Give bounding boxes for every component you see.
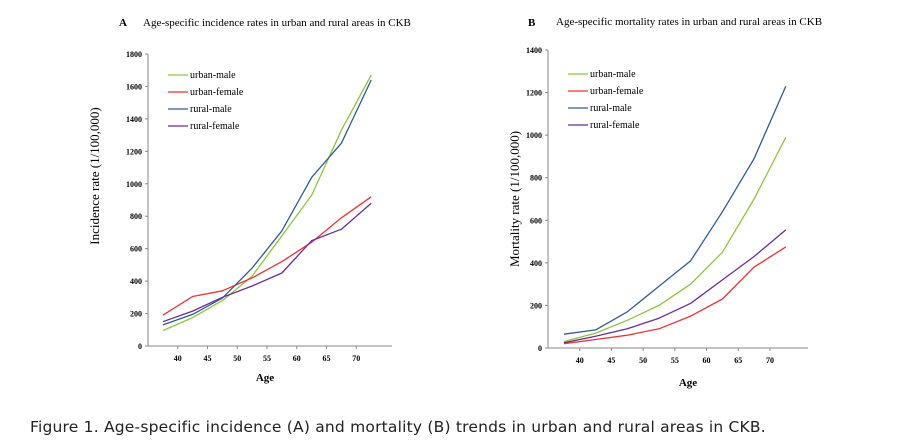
- chart-a-legend-label-urban-female: urban-female: [190, 87, 244, 98]
- chart-a-y-tick-label: 1200: [126, 147, 142, 156]
- chart-a-y-tick-label: 0: [138, 342, 142, 351]
- chart-b-y-tick-label: 200: [530, 301, 542, 310]
- chart-a-x-tick-label: 65: [323, 354, 331, 363]
- chart-b-series-urban-male: [563, 137, 787, 343]
- chart-a-y-tick-label: 1400: [126, 115, 142, 124]
- chart-a-y-tick-label: 400: [130, 277, 142, 286]
- chart-b-x-tick-label: 65: [734, 356, 742, 365]
- chart-a-series-urban-female: [162, 196, 372, 316]
- chart-b-legend-label-urban-female: urban-female: [590, 86, 644, 97]
- chart-b-y-axis-label: Mortality rate (1/100,000): [507, 131, 522, 267]
- chart-b-x-tick-label: 70: [766, 356, 774, 365]
- figure-caption: Figure 1. Age-specific incidence (A) and…: [30, 418, 766, 436]
- chart-a-x-tick-label: 45: [204, 354, 212, 363]
- chart-a-series-urban-male: [162, 74, 372, 332]
- chart-b-x-tick-label: 45: [607, 356, 615, 365]
- chart-b-letter: B: [528, 17, 536, 29]
- chart-a: A Age-specific incidence rates in urban …: [87, 17, 411, 384]
- chart-a-legend-label-urban-male: urban-male: [190, 70, 236, 81]
- chart-a-x-axis-label: Age: [256, 372, 274, 384]
- chart-b-legend-label-urban-male: urban-male: [590, 69, 636, 80]
- chart-b-series-rural-male: [563, 85, 787, 335]
- chart-a-y-tick-label: 800: [130, 212, 142, 221]
- chart-a-y-tick-label: 1800: [126, 50, 142, 59]
- chart-a-series-rural-male: [162, 79, 372, 326]
- chart-b-y-tick-label: 1000: [526, 131, 542, 140]
- chart-b-x-tick-label: 55: [671, 356, 679, 365]
- chart-a-y-tick-label: 1000: [126, 180, 142, 189]
- chart-b-legend-label-rural-female: rural-female: [590, 120, 640, 131]
- chart-b-y-tick-label: 600: [530, 216, 542, 225]
- chart-b-series-urban-female: [563, 246, 787, 345]
- chart-a-y-axis-label: Incidence rate (1/100,000): [87, 107, 102, 245]
- chart-b-legend-label-rural-male: rural-male: [590, 103, 632, 114]
- chart-b-series-rural-female: [563, 229, 787, 344]
- chart-a-x-tick-label: 40: [174, 354, 182, 363]
- chart-a-y-tick-label: 1600: [126, 82, 142, 91]
- chart-a-title: Age-specific incidence rates in urban an…: [143, 17, 411, 29]
- chart-a-letter: A: [119, 17, 127, 29]
- chart-b-x-axis-label: Age: [679, 377, 697, 389]
- chart-a-x-tick-label: 50: [233, 354, 241, 363]
- chart-a-legend-label-rural-female: rural-female: [190, 121, 240, 132]
- chart-a-x-tick-label: 55: [263, 354, 271, 363]
- chart-b-x-tick-label: 50: [639, 356, 647, 365]
- chart-a-x-tick-label: 60: [293, 354, 301, 363]
- chart-b-y-tick-label: 1400: [526, 46, 542, 55]
- chart-a-legend-label-rural-male: rural-male: [190, 104, 232, 115]
- chart-a-series-rural-female: [162, 202, 372, 323]
- chart-b-y-tick-label: 1200: [526, 89, 542, 98]
- chart-b-x-tick-label: 40: [576, 356, 584, 365]
- chart-b-x-tick-label: 60: [703, 356, 711, 365]
- chart-b-y-tick-label: 800: [530, 174, 542, 183]
- chart-b-y-tick-label: 0: [538, 344, 542, 353]
- chart-b-y-tick-label: 400: [530, 259, 542, 268]
- chart-a-y-tick-label: 200: [130, 310, 142, 319]
- chart-a-y-tick-label: 600: [130, 245, 142, 254]
- chart-b-title: Age-specific mortality rates in urban an…: [556, 16, 822, 28]
- chart-a-x-tick-label: 70: [352, 354, 360, 363]
- chart-b: B Age-specific mortality rates in urban …: [507, 16, 822, 389]
